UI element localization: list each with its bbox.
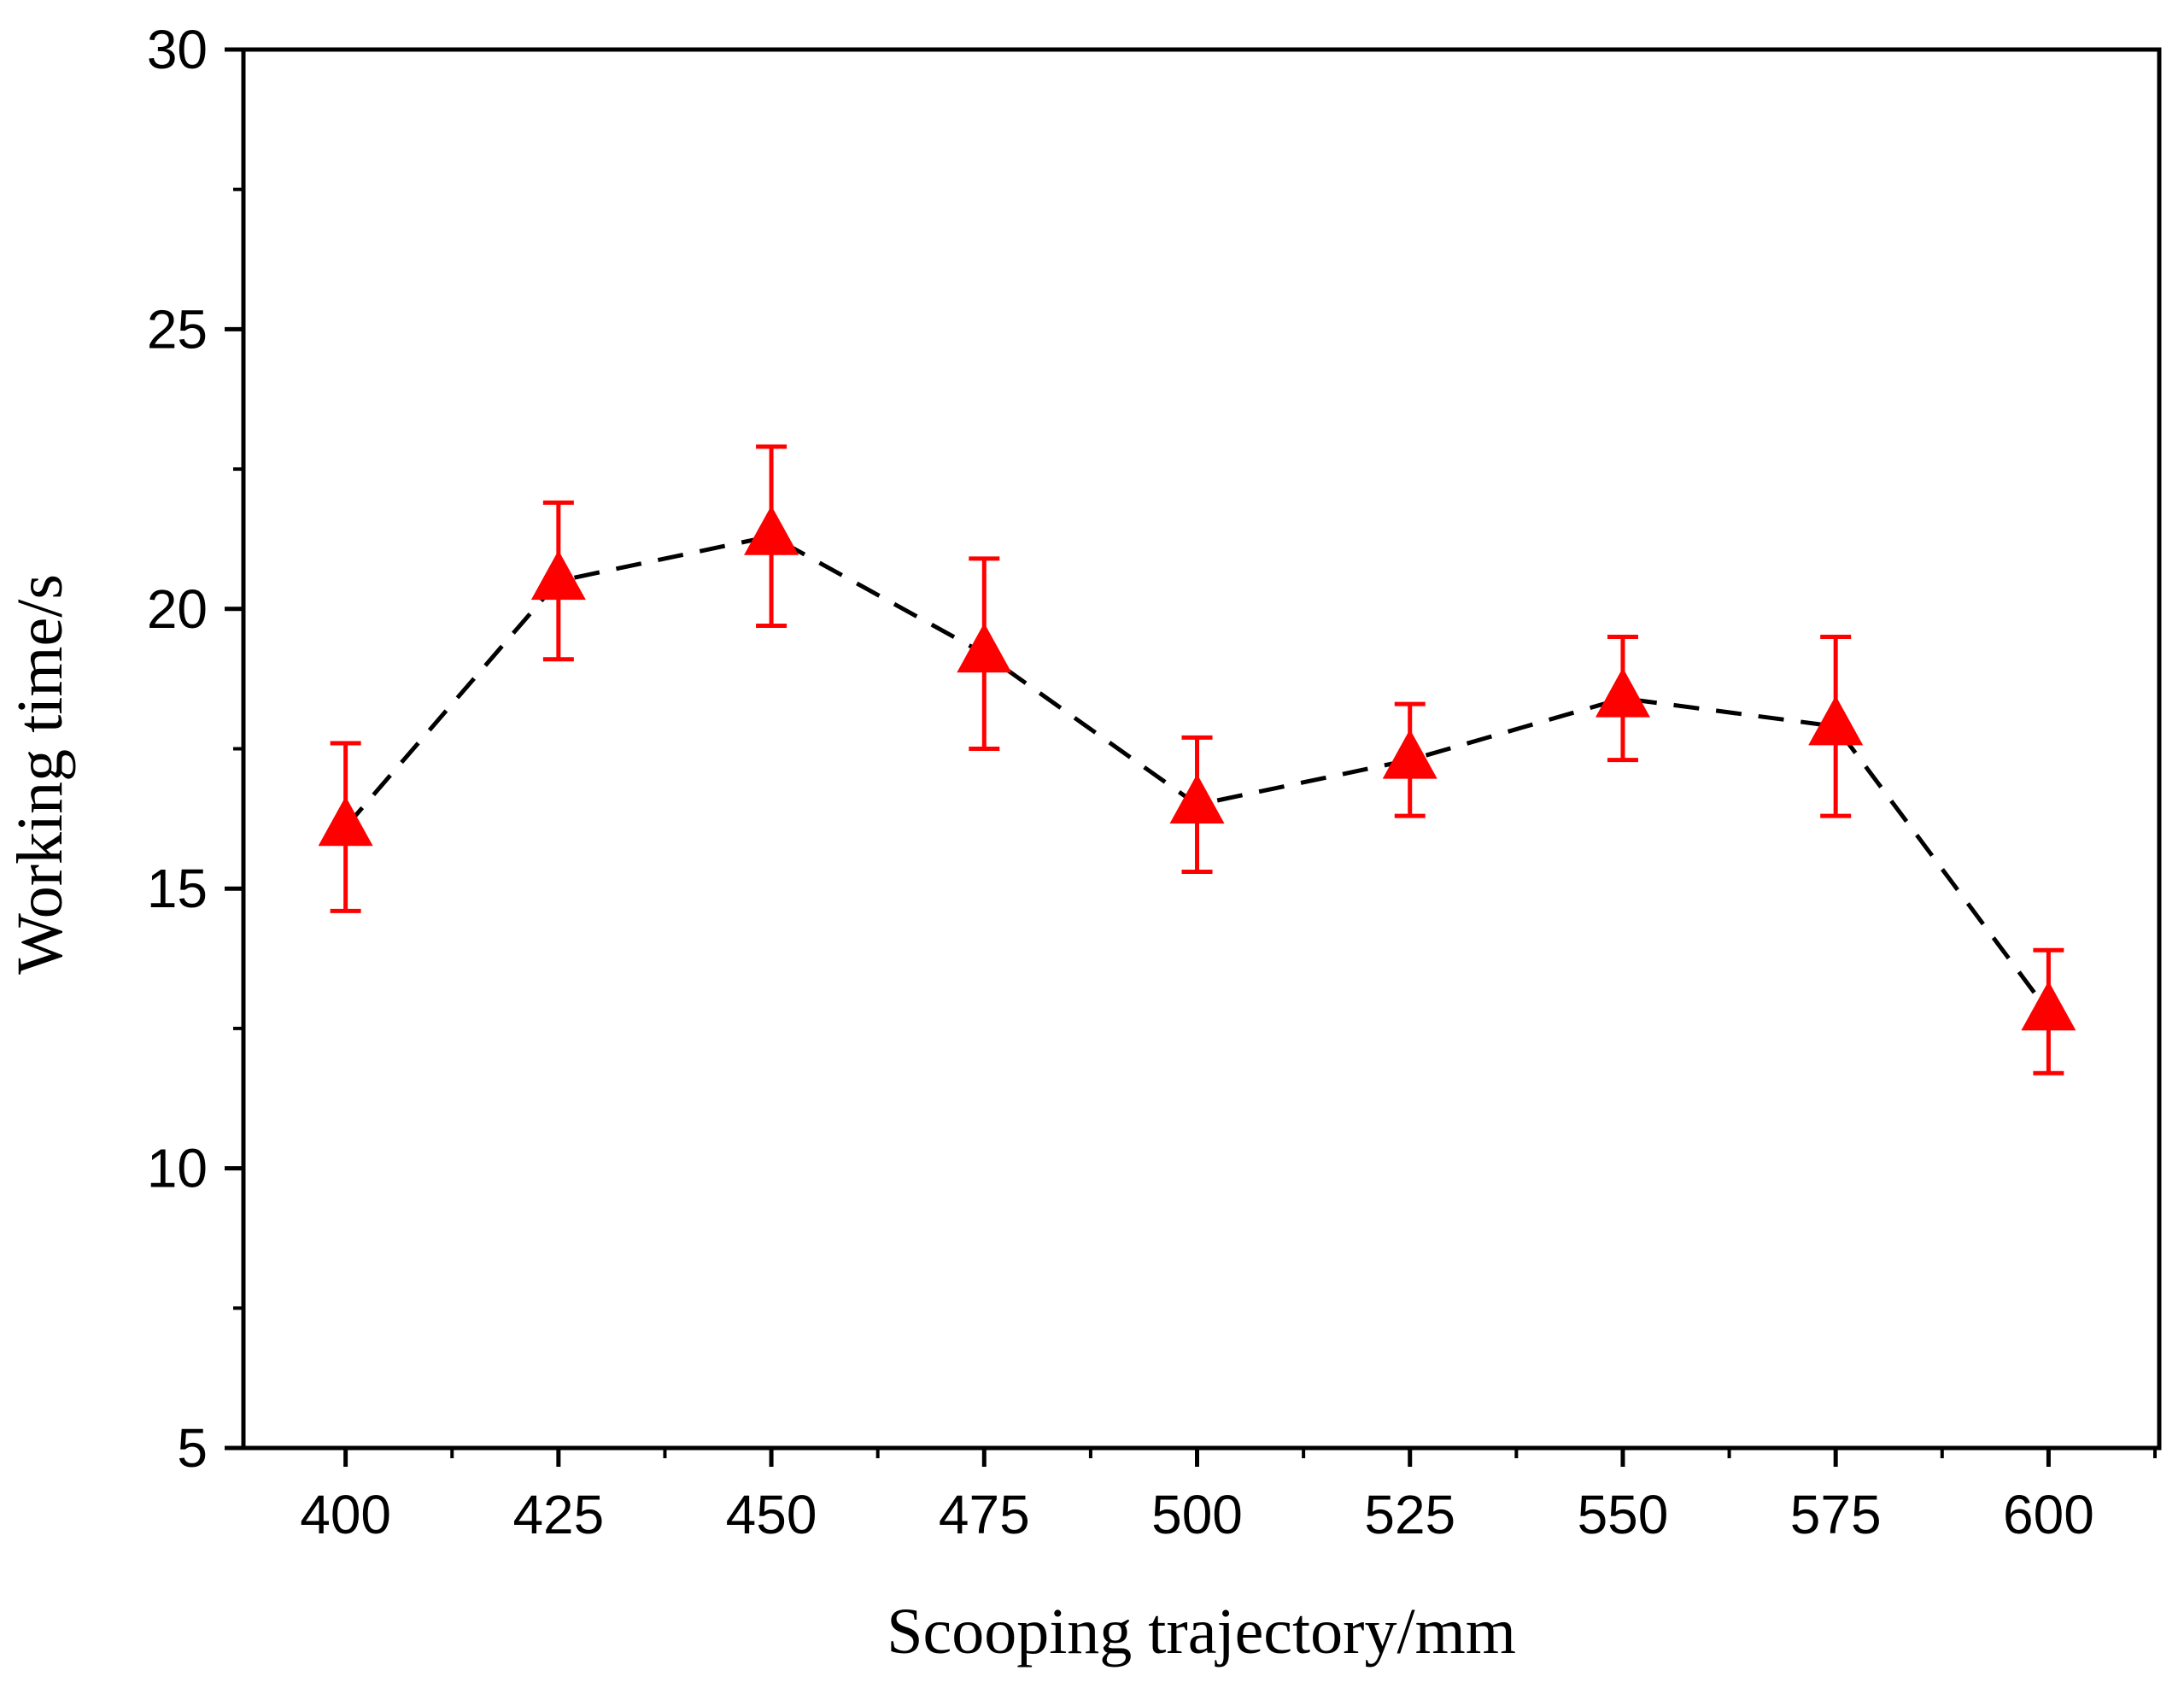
x-axis-ticks: 400 425 450 475 500 525 550 575 600: [300, 1448, 2158, 1545]
markers-group: [318, 505, 2076, 1031]
x-tick-label: 525: [1364, 1484, 1455, 1545]
x-tick-label: 600: [2003, 1484, 2094, 1545]
x-tick-label: 500: [1151, 1484, 1243, 1545]
data-point-marker: [2021, 981, 2076, 1031]
data-point-marker: [957, 623, 1012, 673]
y-tick-label: 30: [147, 19, 208, 80]
y-tick-label: 20: [147, 578, 208, 640]
x-axis-title: Scooping trajectory/mm: [887, 1596, 1516, 1668]
y-tick-label: 10: [147, 1138, 208, 1199]
x-tick-label: 425: [512, 1484, 604, 1545]
error-bars-group: [330, 444, 2064, 1076]
x-tick-label: 400: [300, 1484, 391, 1545]
plot-border: [241, 47, 2162, 1451]
x-tick-label: 575: [1790, 1484, 1882, 1545]
x-tick-label: 550: [1578, 1484, 1669, 1545]
y-tick-label: 15: [147, 858, 208, 919]
y-axis-ticks: 5 10 15 20 25 30: [147, 19, 243, 1479]
y-tick-label: 5: [177, 1417, 208, 1479]
data-point-marker: [1382, 729, 1437, 779]
x-tick-label: 450: [726, 1484, 817, 1545]
data-point-marker: [1595, 667, 1650, 718]
data-point-marker: [1169, 774, 1225, 824]
data-point-marker: [530, 550, 586, 601]
data-point-marker: [1808, 695, 1864, 746]
x-tick-label: 475: [939, 1484, 1030, 1545]
plot-frame: [241, 47, 2162, 1451]
data-point-marker: [318, 796, 373, 847]
data-point-marker: [744, 505, 799, 555]
y-tick-label: 25: [147, 298, 208, 360]
y-axis-title: Working time/s: [4, 574, 76, 975]
